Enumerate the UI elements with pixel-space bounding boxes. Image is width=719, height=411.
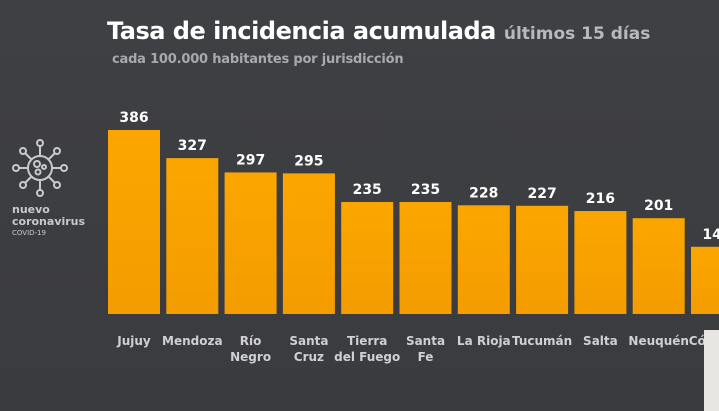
bar-10	[691, 246, 719, 314]
bar-0	[108, 130, 160, 314]
logo-line3: COVID-19	[12, 229, 46, 237]
bar-5	[399, 201, 452, 314]
value-label: 235	[353, 182, 382, 198]
category-label: Santa	[289, 334, 328, 348]
category-label: Negro	[230, 350, 271, 364]
value-label: 216	[586, 191, 615, 207]
bar-6	[457, 205, 510, 314]
category-label: Cruz	[294, 350, 324, 364]
logo-line2: coronavirus	[12, 215, 86, 228]
title-suffix: últimos 15 días	[503, 24, 651, 44]
value-label: 228	[469, 185, 498, 201]
bar-3	[282, 173, 335, 314]
coronavirus-logo: nuevo coronavirus COVID-19	[12, 138, 86, 239]
bar-8	[574, 211, 627, 314]
category-label: del Fuego	[334, 350, 400, 364]
bar-4	[341, 201, 394, 314]
category-label: Jujuy	[116, 334, 151, 348]
category-label: Mendoza	[162, 334, 223, 348]
bar-2	[224, 172, 277, 314]
value-label: 295	[294, 153, 323, 169]
category-label: Neuquén	[628, 334, 689, 348]
logo-line1: nuevo	[12, 203, 50, 216]
value-label: 227	[527, 186, 556, 202]
chart-subtitle: cada 100.000 habitantes por jurisdicción	[112, 52, 404, 67]
virus-icon	[12, 139, 68, 197]
category-label: Santa	[406, 334, 445, 348]
category-label: La Rioja	[457, 334, 511, 348]
chart-title: Tasa de incidencia acumulada últimos 15 d…	[107, 17, 650, 45]
value-label: 386	[119, 110, 148, 126]
value-label: 141	[702, 227, 719, 243]
bar-9	[632, 218, 685, 314]
category-label: Río	[240, 334, 262, 348]
category-label: Tierra	[347, 334, 387, 348]
category-label: Salta	[583, 334, 618, 348]
value-label: 297	[236, 152, 265, 168]
category-label: Tucumán	[512, 334, 572, 348]
value-label: 235	[411, 182, 440, 198]
presenter-shoulder	[704, 330, 719, 411]
category-label: Fe	[418, 350, 434, 364]
value-label: 201	[644, 198, 673, 214]
bar-1	[166, 158, 219, 314]
value-label: 327	[178, 138, 207, 154]
title-main: Tasa de incidencia acumulada	[107, 17, 496, 45]
bar-7	[516, 205, 569, 314]
